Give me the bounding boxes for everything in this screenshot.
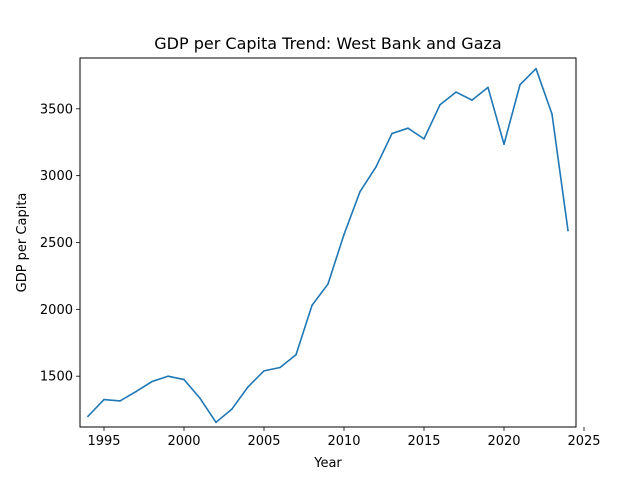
- tick-layer: 1995 2000 2005 2010 2015 2020 2025 1500 2000 2500…: [40, 102, 601, 449]
- data-point: [327, 283, 329, 285]
- data-point: [535, 67, 537, 70]
- x-axis-label: Year: [313, 456, 342, 471]
- data-point: [551, 113, 553, 115]
- series-line-0: [86, 67, 569, 424]
- x-tick-label: 2025: [567, 434, 600, 449]
- data-point: [343, 233, 345, 236]
- data-point: [87, 415, 89, 418]
- data-point: [471, 99, 473, 101]
- data-point: [199, 397, 201, 400]
- y-axis-label: GDP per Capita: [15, 193, 30, 293]
- data-point: [135, 390, 137, 393]
- x-tick-label: 2020: [487, 434, 520, 449]
- chart-title: GDP per Capita Trend: West Bank and Gaza: [154, 34, 501, 53]
- x-tick-label: 1995: [87, 434, 120, 449]
- data-point: [247, 386, 249, 388]
- y-tick-label: 3500: [40, 102, 73, 117]
- x-tick-label: 2015: [407, 434, 440, 449]
- data-point: [391, 132, 393, 135]
- data-point: [263, 370, 265, 372]
- data-point: [183, 378, 185, 381]
- data-point: [519, 83, 521, 86]
- data-point: [439, 103, 441, 106]
- data-point: [487, 86, 489, 89]
- x-tick-label: 2000: [167, 434, 200, 449]
- data-point: [359, 190, 361, 193]
- y-tick-label: 2500: [40, 236, 73, 251]
- data-point: [375, 166, 377, 168]
- data-point: [311, 304, 313, 307]
- y-tick-label: 2000: [40, 303, 73, 318]
- axes-frame: [79, 57, 577, 428]
- plot-area: [86, 67, 569, 424]
- data-point: [455, 91, 457, 93]
- y-tick-label: 3000: [40, 169, 73, 184]
- x-tick-label: 2010: [327, 434, 360, 449]
- data-point: [119, 400, 121, 402]
- data-point: [503, 143, 505, 146]
- data-point: [231, 408, 233, 410]
- y-tick-label: 1500: [40, 370, 73, 385]
- data-point: [279, 366, 281, 369]
- data-point: [295, 354, 297, 356]
- data-point: [567, 229, 569, 232]
- data-point: [407, 127, 409, 129]
- data-point: [151, 380, 153, 383]
- x-tick-label: 2005: [247, 434, 280, 449]
- data-point: [215, 421, 217, 424]
- data-point: [167, 375, 169, 378]
- data-point: [423, 138, 425, 140]
- data-point: [103, 398, 105, 401]
